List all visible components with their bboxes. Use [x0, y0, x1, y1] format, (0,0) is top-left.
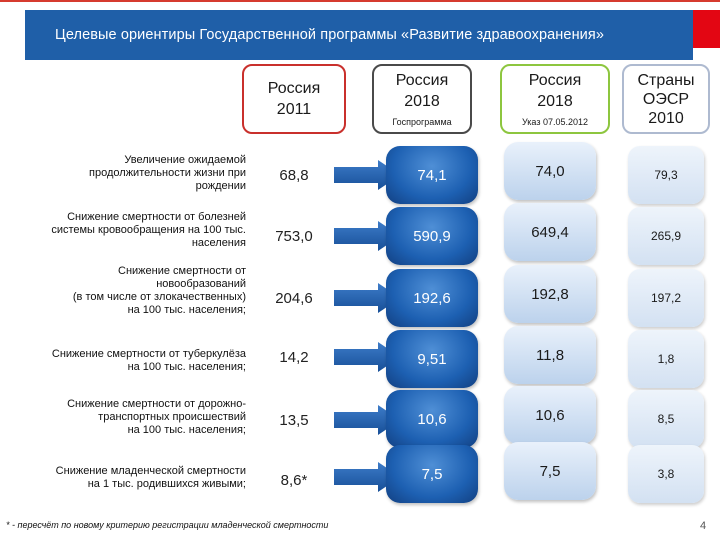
value-russia-2011: 13,5	[279, 411, 309, 429]
arrow-right-icon	[334, 462, 400, 492]
value-russia-2018-decree: 10,6	[504, 386, 596, 444]
footnote: * - пересчёт по новому критерию регистра…	[6, 520, 329, 530]
value-russia-2018-program: 590,9	[386, 207, 478, 265]
column-header-russia-2018-program: Россия 2018 Госпрограмма	[372, 64, 472, 134]
column-note: Госпрограмма	[392, 117, 452, 127]
column-header-russia-2011: Россия 2011	[242, 64, 346, 134]
value-russia-2018-decree: 192,8	[504, 265, 596, 323]
value-oecd-2010: 79,3	[628, 146, 704, 204]
value-russia-2018-decree: 7,5	[504, 442, 596, 500]
red-corner-block	[693, 10, 720, 48]
value-russia-2018-program: 10,6	[386, 390, 478, 448]
column-note: Указ 07.05.2012	[521, 117, 589, 127]
value-russia-2018-program: 74,1	[386, 146, 478, 204]
column-title: Россия 2011	[267, 80, 321, 118]
column-title: Страны ОЭСР 2010	[637, 71, 695, 127]
value-russia-2011: 753,0	[275, 227, 313, 245]
arrow-right-icon	[334, 342, 400, 372]
arrow-right-icon	[334, 160, 400, 190]
column-title: Россия 2018	[528, 72, 582, 110]
value-russia-2018-program: 9,51	[386, 330, 478, 388]
column-title: Россия 2018	[395, 72, 449, 110]
row-label-road-accidents: Снижение смертности от дорожно- транспор…	[67, 398, 246, 436]
row-label-life-expectancy: Увеличение ожидаемой продолжительности ж…	[89, 154, 246, 192]
value-oecd-2010: 197,2	[628, 269, 704, 327]
value-russia-2011: 68,8	[279, 166, 309, 184]
value-oecd-2010: 265,9	[628, 207, 704, 265]
row-label-infant-mortality: Снижение младенческой смертности на 1 ты…	[55, 465, 246, 490]
value-oecd-2010: 8,5	[628, 390, 704, 448]
column-header-russia-2018-decree: Россия 2018 Указ 07.05.2012	[500, 64, 610, 134]
slide-title: Целевые ориентиры Государственной програ…	[55, 27, 604, 43]
slide-title-bar: Целевые ориентиры Государственной програ…	[25, 10, 693, 60]
page-number: 4	[700, 520, 707, 532]
value-russia-2011: 14,2	[279, 348, 309, 366]
arrow-right-icon	[334, 405, 400, 435]
arrow-right-icon	[334, 283, 400, 313]
arrow-right-icon	[334, 221, 400, 251]
column-header-oecd-2010: Страны ОЭСР 2010	[622, 64, 710, 134]
value-russia-2018-program: 192,6	[386, 269, 478, 327]
row-label-tuberculosis: Снижение смертности от туберкулёза на 10…	[51, 348, 246, 373]
top-accent-line	[0, 0, 720, 2]
value-russia-2018-decree: 11,8	[504, 326, 596, 384]
value-russia-2018-decree: 74,0	[504, 142, 596, 200]
value-russia-2011: 204,6	[275, 289, 313, 307]
value-oecd-2010: 1,8	[628, 330, 704, 388]
value-russia-2011: 8,6*	[280, 471, 308, 489]
value-russia-2018-decree: 649,4	[504, 203, 596, 261]
value-russia-2018-program: 7,5	[386, 445, 478, 503]
value-oecd-2010: 3,8	[628, 445, 704, 503]
row-label-cardiovascular: Снижение смертности от болезней системы …	[51, 211, 246, 249]
row-label-neoplasms: Снижение смертности от новообразований (…	[72, 265, 246, 316]
